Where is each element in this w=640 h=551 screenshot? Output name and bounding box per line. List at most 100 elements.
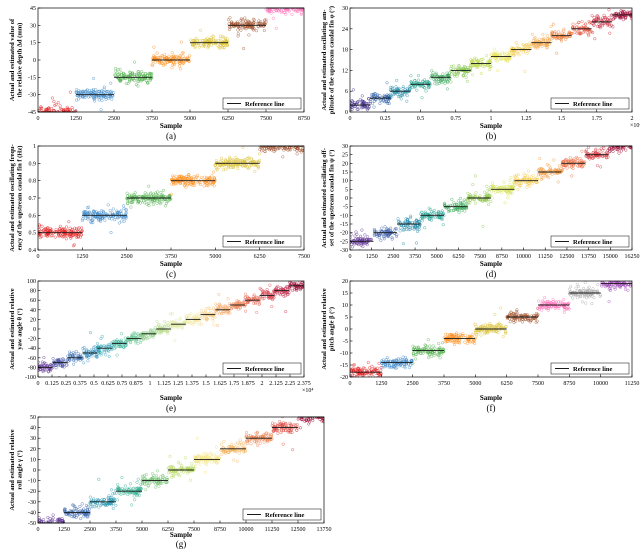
chart-panel-a: 0 1250 2500 3750 5000 6250 7500 8750-45-30-1501… xyxy=(9,6,310,141)
data-point xyxy=(495,59,499,63)
data-point xyxy=(182,184,187,188)
data-point xyxy=(227,308,231,312)
data-point xyxy=(420,219,424,223)
data-point xyxy=(532,178,536,182)
data-point xyxy=(295,288,299,292)
x-tick-label: 0.25 xyxy=(380,116,391,122)
data-point xyxy=(360,241,364,245)
y-tick-label: 0.9 xyxy=(29,161,37,167)
data-point xyxy=(95,341,99,346)
data-point xyxy=(166,320,170,325)
data-point xyxy=(68,90,72,94)
data-point xyxy=(139,199,144,203)
data-point xyxy=(279,146,283,148)
data-point xyxy=(155,51,159,55)
data-point xyxy=(412,85,416,89)
data-point xyxy=(252,293,256,297)
data-point xyxy=(228,16,232,20)
x-tick-label: 3750 xyxy=(165,254,177,260)
data-point xyxy=(526,182,530,186)
data-point xyxy=(214,40,219,44)
data-point xyxy=(99,108,103,112)
data-point xyxy=(626,10,630,14)
data-point xyxy=(526,43,530,47)
data-point xyxy=(198,43,202,47)
data-point xyxy=(40,234,44,239)
data-point xyxy=(509,175,513,180)
y-tick-label: 18 xyxy=(342,48,348,54)
data-point xyxy=(376,95,380,99)
data-point xyxy=(486,188,490,192)
data-point xyxy=(177,59,181,63)
data-point xyxy=(597,22,601,26)
data-point xyxy=(350,373,355,377)
data-point xyxy=(512,53,516,57)
data-point xyxy=(193,183,197,187)
data-point xyxy=(74,227,78,231)
data-point xyxy=(527,181,531,185)
x-tick-label: 0 xyxy=(37,381,40,387)
data-point xyxy=(554,37,558,41)
data-point xyxy=(79,230,84,234)
data-point xyxy=(79,233,84,237)
data-point xyxy=(592,15,596,20)
data-point xyxy=(217,292,221,296)
x-tick-label: 16250 xyxy=(625,254,640,260)
data-point xyxy=(423,226,427,230)
data-point xyxy=(414,241,419,245)
data-point xyxy=(153,57,157,62)
data-point xyxy=(200,308,204,312)
data-point xyxy=(491,185,495,189)
data-point xyxy=(417,227,421,232)
data-point xyxy=(515,43,519,47)
data-point xyxy=(197,179,201,183)
data-point xyxy=(242,160,247,165)
data-point xyxy=(99,89,103,93)
data-point xyxy=(409,74,413,78)
data-point xyxy=(166,199,170,203)
data-point xyxy=(65,225,69,229)
data-point xyxy=(195,38,199,42)
data-point xyxy=(298,286,302,290)
x-tick-label: 10000 xyxy=(516,254,531,260)
data-point xyxy=(277,9,281,13)
data-point xyxy=(378,376,381,377)
data-point xyxy=(543,39,547,43)
data-point xyxy=(108,208,112,213)
data-point xyxy=(136,341,140,345)
data-point xyxy=(93,95,97,99)
data-point xyxy=(540,175,544,179)
data-point xyxy=(113,216,117,220)
data-point xyxy=(430,210,434,214)
data-point xyxy=(247,165,251,169)
data-point xyxy=(223,158,227,162)
data-point xyxy=(356,107,360,111)
data-point xyxy=(616,148,620,152)
data-point xyxy=(189,38,193,42)
data-point xyxy=(108,93,112,97)
data-point xyxy=(60,363,64,367)
data-point xyxy=(484,198,488,202)
data-point xyxy=(209,309,213,313)
y-tick-label: -15 xyxy=(28,75,36,81)
data-point xyxy=(198,181,202,185)
data-point xyxy=(421,79,425,83)
data-point xyxy=(68,354,72,358)
data-point xyxy=(352,368,356,372)
data-point xyxy=(405,87,409,91)
segment-e-4 xyxy=(81,331,99,365)
data-point xyxy=(243,16,247,20)
data-point xyxy=(497,185,501,189)
data-point xyxy=(401,242,405,246)
data-point xyxy=(529,175,533,179)
data-point xyxy=(352,363,356,367)
data-point xyxy=(193,46,197,50)
data-point xyxy=(516,173,520,177)
data-point xyxy=(119,332,124,336)
data-point xyxy=(513,174,517,178)
data-point xyxy=(234,21,238,25)
data-point xyxy=(351,240,355,244)
data-point xyxy=(371,93,375,97)
data-point xyxy=(155,319,159,323)
data-point xyxy=(545,45,549,49)
